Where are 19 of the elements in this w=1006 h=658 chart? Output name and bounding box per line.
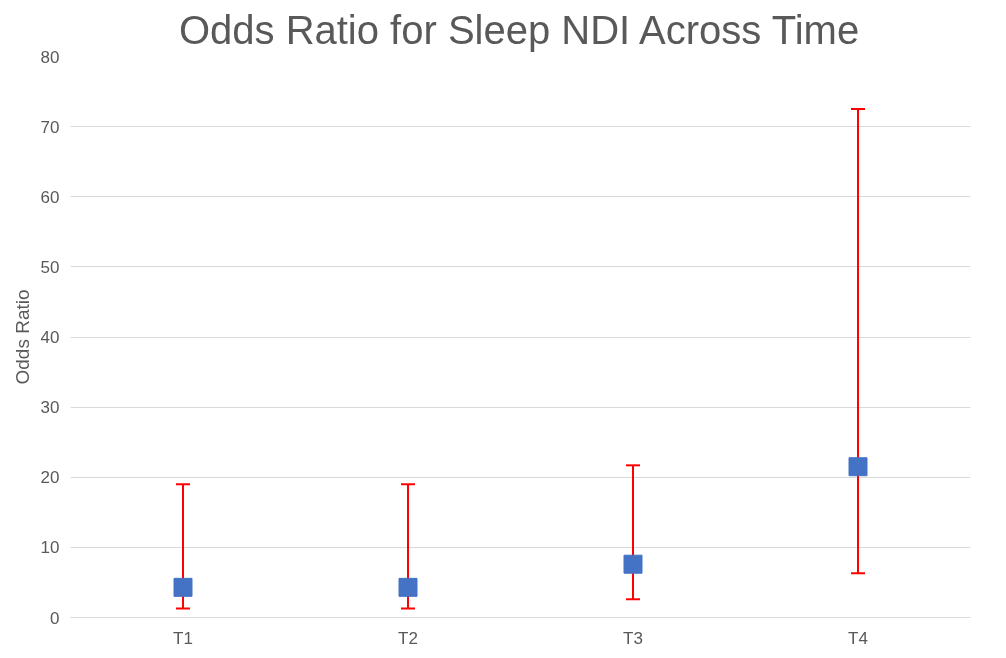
y-tick-label: 50 bbox=[40, 257, 60, 277]
y-tick-label: 60 bbox=[40, 187, 60, 207]
point bbox=[623, 554, 643, 574]
y-tick-label: 80 bbox=[40, 47, 60, 67]
x-tick-label: T3 bbox=[623, 628, 643, 648]
x-tick-label: T4 bbox=[848, 628, 868, 648]
y-axis-title: Odds Ratio bbox=[11, 289, 33, 385]
point bbox=[173, 577, 193, 597]
chart-title: Odds Ratio for Sleep NDI Across Time bbox=[178, 7, 860, 52]
point bbox=[398, 577, 418, 597]
y-tick-label: 40 bbox=[40, 328, 60, 347]
x-tick-label: T1 bbox=[173, 628, 193, 648]
x-tick-label: T2 bbox=[398, 628, 418, 648]
point bbox=[848, 457, 868, 477]
y-tick-label: 0 bbox=[50, 608, 60, 628]
y-tick-label: 10 bbox=[40, 538, 60, 558]
y-tick-label: 30 bbox=[40, 398, 60, 418]
y-tick-label: 20 bbox=[40, 468, 60, 488]
y-tick-label: 70 bbox=[40, 117, 60, 137]
